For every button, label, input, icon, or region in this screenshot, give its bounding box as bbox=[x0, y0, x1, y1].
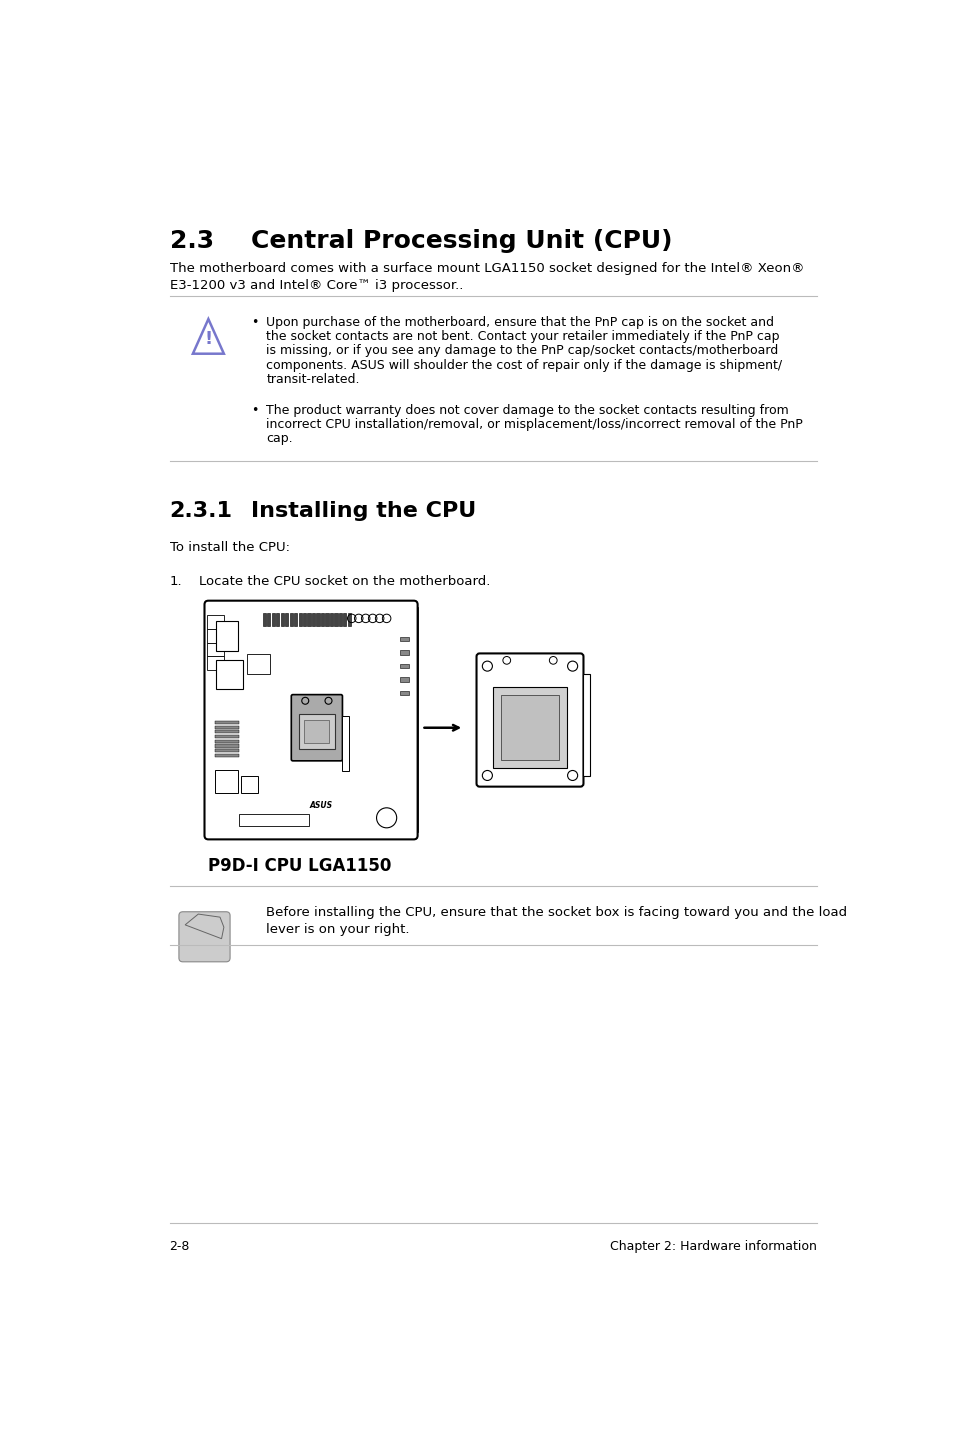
Bar bbox=[330, 613, 333, 626]
Text: incorrect CPU installation/removal, or misplacement/loss/incorrect removal of th: incorrect CPU installation/removal, or m… bbox=[266, 418, 802, 431]
Polygon shape bbox=[185, 915, 224, 939]
Bar bbox=[294, 613, 296, 626]
Bar bbox=[216, 660, 243, 689]
Bar bbox=[399, 677, 409, 682]
Bar bbox=[582, 674, 590, 777]
Bar bbox=[316, 613, 319, 626]
Bar bbox=[275, 613, 279, 626]
Text: 2.3.1: 2.3.1 bbox=[170, 500, 233, 521]
Bar bbox=[214, 720, 239, 723]
Text: cap.: cap. bbox=[266, 433, 293, 446]
Bar bbox=[338, 613, 341, 626]
Bar bbox=[500, 695, 558, 761]
Bar bbox=[272, 613, 274, 626]
FancyBboxPatch shape bbox=[476, 653, 583, 787]
Bar bbox=[280, 613, 283, 626]
Bar bbox=[214, 726, 239, 729]
Text: is missing, or if you see any damage to the PnP cap/socket contacts/motherboard: is missing, or if you see any damage to … bbox=[266, 344, 778, 357]
Bar bbox=[298, 613, 301, 626]
Bar bbox=[214, 749, 239, 752]
Bar bbox=[399, 650, 409, 654]
Bar bbox=[325, 613, 328, 626]
Bar bbox=[303, 613, 306, 626]
Bar bbox=[493, 687, 567, 768]
Text: •: • bbox=[251, 316, 258, 329]
Text: The motherboard comes with a surface mount LGA1150 socket designed for the Intel: The motherboard comes with a surface mou… bbox=[170, 262, 803, 275]
Text: ASUS: ASUS bbox=[309, 801, 332, 810]
Text: Before installing the CPU, ensure that the socket box is facing toward you and t: Before installing the CPU, ensure that t… bbox=[266, 906, 846, 919]
Text: !: ! bbox=[204, 329, 213, 348]
Bar bbox=[241, 777, 257, 794]
Bar bbox=[207, 615, 224, 630]
Bar bbox=[320, 613, 324, 626]
FancyBboxPatch shape bbox=[291, 695, 342, 761]
Text: 2.3: 2.3 bbox=[170, 229, 213, 253]
Bar bbox=[343, 613, 346, 626]
Text: •: • bbox=[251, 404, 258, 417]
Text: 2-8: 2-8 bbox=[170, 1240, 190, 1252]
Text: To install the CPU:: To install the CPU: bbox=[170, 541, 290, 554]
Text: components. ASUS will shoulder the cost of repair only if the damage is shipment: components. ASUS will shoulder the cost … bbox=[266, 358, 781, 371]
Bar bbox=[399, 690, 409, 696]
Bar bbox=[267, 613, 270, 626]
Bar bbox=[216, 621, 237, 651]
Bar bbox=[290, 613, 293, 626]
Bar bbox=[239, 814, 309, 827]
Bar bbox=[207, 656, 224, 670]
Text: Installing the CPU: Installing the CPU bbox=[251, 500, 476, 521]
Text: 1.: 1. bbox=[170, 575, 182, 588]
Text: transit-related.: transit-related. bbox=[266, 372, 359, 385]
Bar bbox=[335, 613, 337, 626]
Text: lever is on your right.: lever is on your right. bbox=[266, 923, 410, 936]
Bar bbox=[348, 613, 351, 626]
Bar bbox=[399, 637, 409, 641]
Bar bbox=[262, 613, 266, 626]
Bar bbox=[312, 613, 314, 626]
Text: P9D-I CPU LGA1150: P9D-I CPU LGA1150 bbox=[208, 857, 392, 876]
Text: Central Processing Unit (CPU): Central Processing Unit (CPU) bbox=[251, 229, 672, 253]
Text: Upon purchase of the motherboard, ensure that the PnP cap is on the socket and: Upon purchase of the motherboard, ensure… bbox=[266, 316, 774, 329]
Bar bbox=[285, 613, 288, 626]
Bar bbox=[214, 735, 239, 738]
Bar bbox=[214, 771, 237, 794]
Bar bbox=[304, 720, 329, 743]
Text: the socket contacts are not bent. Contact your retailer immediately if the PnP c: the socket contacts are not bent. Contac… bbox=[266, 331, 780, 344]
Bar bbox=[207, 643, 224, 656]
Text: E3-1200 v3 and Intel® Core™ i3 processor..: E3-1200 v3 and Intel® Core™ i3 processor… bbox=[170, 279, 462, 292]
Text: Locate the CPU socket on the motherboard.: Locate the CPU socket on the motherboard… bbox=[199, 575, 490, 588]
Bar bbox=[307, 613, 311, 626]
Text: The product warranty does not cover damage to the socket contacts resulting from: The product warranty does not cover dama… bbox=[266, 404, 788, 417]
FancyBboxPatch shape bbox=[179, 912, 230, 962]
Bar bbox=[298, 713, 335, 749]
FancyBboxPatch shape bbox=[204, 601, 417, 840]
Bar bbox=[214, 745, 239, 748]
Bar bbox=[399, 664, 409, 669]
Bar bbox=[247, 654, 270, 674]
Bar bbox=[342, 716, 348, 771]
Bar bbox=[214, 731, 239, 733]
Bar bbox=[214, 754, 239, 756]
Text: Chapter 2: Hardware information: Chapter 2: Hardware information bbox=[609, 1240, 816, 1252]
Bar bbox=[214, 739, 239, 743]
Bar bbox=[207, 628, 224, 643]
